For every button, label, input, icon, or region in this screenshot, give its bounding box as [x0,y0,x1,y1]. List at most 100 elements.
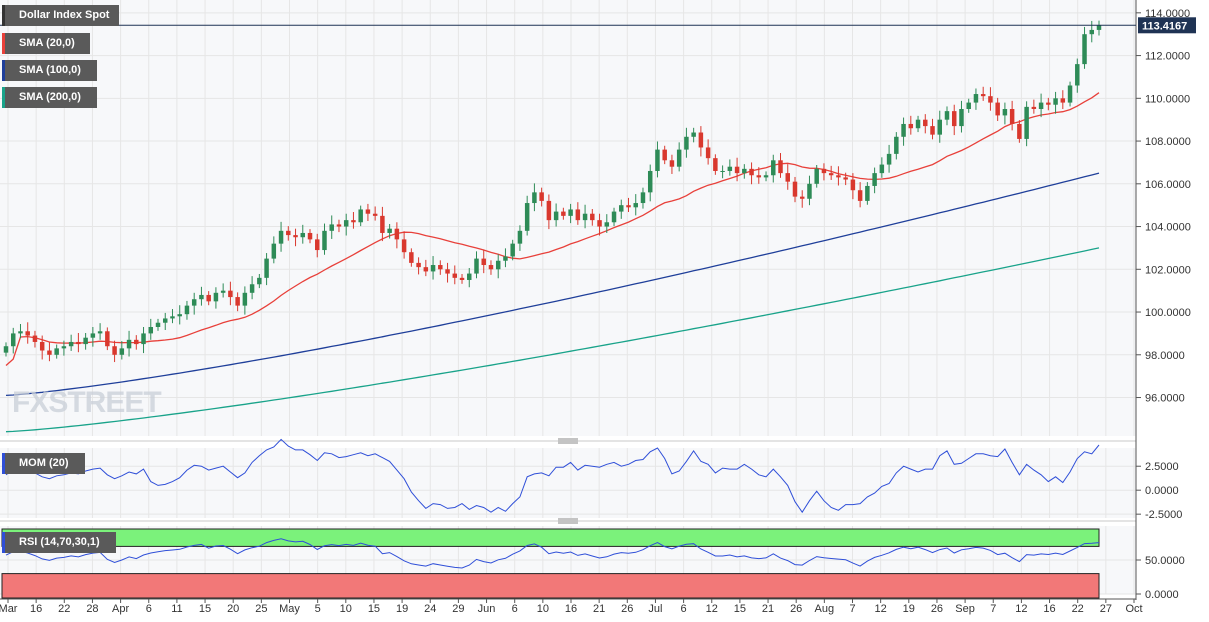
candle-body [343,220,349,227]
candle-body [814,168,819,184]
x-tick-label: 5 [315,603,321,615]
x-tick-label: 29 [452,603,464,615]
price-y-tick-label: 114.0000 [1145,8,1190,20]
candle-body [141,333,146,345]
candle-body [459,277,465,280]
price-y-tick-label: 112.0000 [1145,51,1190,63]
candle-body [423,267,429,272]
rsi-y-tick-label: 0.0000 [1145,589,1179,601]
x-tick-label: Aug [815,603,835,615]
candle-body [553,211,559,221]
last-price-badge [1138,17,1196,34]
rsi-oversold-zone [1,573,1100,599]
candle-body [843,177,848,180]
candle-body [1017,123,1022,139]
candle-body [1060,98,1066,103]
x-tick-label: 26 [931,603,943,615]
candle-body [886,153,892,165]
x-tick-label: 21 [762,603,774,615]
x-tick-label: 27 [1100,603,1112,615]
candle-body [1038,102,1044,109]
candle-body [372,213,378,216]
candle-body [655,149,660,171]
x-tick-label: Oct [1125,603,1142,615]
sma200-line [5,247,1100,433]
last-price-value: 113.4167 [1142,20,1187,32]
x-tick-label: 6 [146,603,152,615]
candle-body [148,327,154,334]
x-tick-label: Mar [0,603,18,615]
candle-body [220,290,226,293]
x-tick-label: Sep [955,603,975,615]
candle-body [524,203,530,231]
candle-body [908,123,914,129]
candle-body [778,160,783,174]
candle-body [76,341,81,345]
candle-body [611,211,617,223]
candle-body [488,265,494,270]
candle-body [691,132,696,137]
candle-body [763,175,769,178]
price-y-tick-label: 100.0000 [1145,307,1191,319]
candle-body [322,230,327,251]
candle-body [995,102,1000,116]
x-tick-label: 15 [734,603,746,615]
candle-body [90,333,96,338]
price-y-tick-label: 110.0000 [1145,93,1190,105]
sma100-line [5,172,1100,397]
candle-body [61,346,67,349]
rsi-overbought-zone [1,528,1100,547]
price-panel-bg [0,0,1136,436]
candle-body [923,119,928,127]
candle-body [857,190,863,201]
candle-body [191,299,197,306]
candle-body [438,265,443,270]
candle-body [647,170,653,193]
candle-body [865,185,870,201]
candle-body [68,341,74,347]
candle-body [25,331,30,336]
candle-body [134,339,139,345]
candle-body [445,269,450,274]
x-tick-label: 15 [368,603,380,615]
candle-body [966,102,971,109]
candle-body [517,230,523,244]
candle-body [1046,102,1051,105]
x-tick-label: 22 [58,603,70,615]
mom-panel-bg [0,448,1136,518]
candle-body [401,239,407,253]
x-tick-label: 12 [875,603,887,615]
candle-body [32,335,38,342]
x-tick-label: 22 [1072,603,1084,615]
sma20-line [5,92,1100,366]
sma200-label: SMA (200,0) [2,87,97,108]
candle-body [430,265,436,272]
x-tick-label: 20 [227,603,239,615]
x-tick-label: 21 [593,603,605,615]
momentum-line [5,438,1100,514]
candle-body [676,149,682,167]
candle-body [228,290,233,298]
candle-body [387,228,392,233]
candle-body [394,228,400,240]
mom-y-tick-label: 0.0000 [1145,485,1179,497]
candle-body [561,211,566,216]
candle-body [206,294,211,302]
candle-body [807,183,812,199]
candle-body [510,243,515,257]
candle-body [597,220,602,227]
x-tick-label: 26 [621,603,633,615]
price-panel-title: Dollar Index Spot [2,5,119,26]
candle-body [799,196,805,199]
candle-body [568,209,573,216]
candle-body [937,119,942,135]
sma20-label: SMA (20,0) [2,33,90,54]
candle-body [351,220,356,223]
candle-body [727,166,733,171]
price-y-tick-label: 108.0000 [1145,136,1191,148]
x-tick-label: 6 [512,603,518,615]
candle-body [83,337,88,345]
candle-body [170,316,175,319]
mom-y-tick-label: 2.5000 [1145,461,1179,473]
